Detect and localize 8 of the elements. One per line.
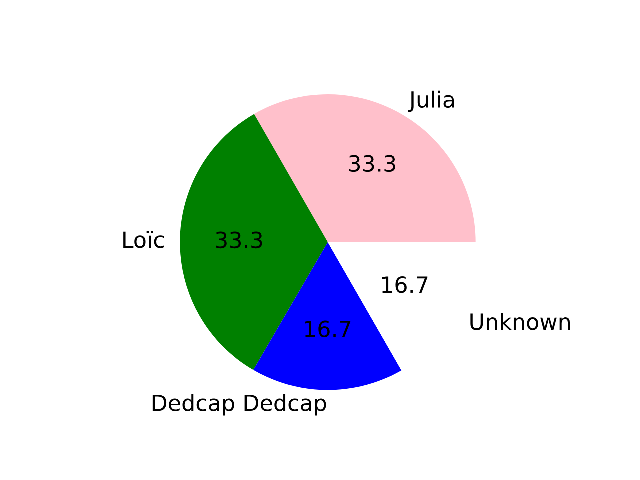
slice-label: Loïc xyxy=(124,231,164,248)
slice-label: Julia xyxy=(408,90,454,112)
data-label: 16.7 xyxy=(382,276,428,294)
data-label: 33.3 xyxy=(216,232,262,249)
data-label: 33.3 xyxy=(349,155,396,172)
slice-label: Unknown xyxy=(470,313,570,330)
data-label: 16.7 xyxy=(305,320,351,338)
slice-label: Dedcap Dedcap xyxy=(152,394,326,416)
